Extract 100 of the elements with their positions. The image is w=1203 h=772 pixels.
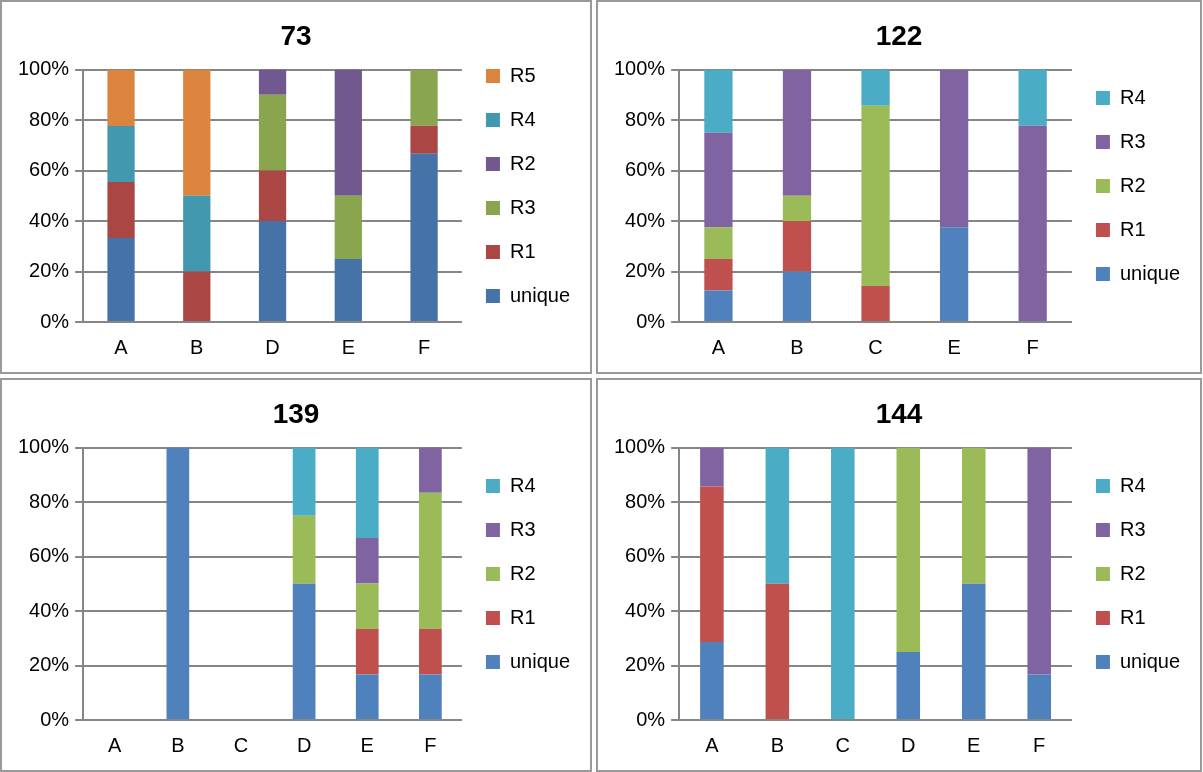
y-tick-label: 0% (40, 707, 70, 730)
bar (831, 447, 855, 719)
bar (1027, 447, 1051, 675)
y-tick-label: 80% (625, 107, 666, 130)
legend-label: R1 (1119, 217, 1146, 240)
bar (700, 642, 724, 719)
x-tick-label: D (265, 335, 280, 358)
legend-label: R2 (509, 561, 536, 584)
bar (700, 447, 724, 487)
x-tick-label: D (296, 733, 312, 756)
x-tick-label: E (341, 335, 355, 358)
bar (961, 447, 986, 584)
bar (258, 69, 287, 95)
y-tick-label: 40% (625, 208, 666, 231)
bar (704, 69, 733, 133)
chart-title: 73 (280, 19, 312, 51)
y-tick-label: 100% (18, 57, 70, 80)
y-tick-label: 0% (636, 309, 666, 332)
x-tick-label: F (1033, 733, 1046, 756)
x-tick-label: C (835, 733, 851, 756)
legend-label: unique (509, 649, 570, 672)
legend-label: R3 (509, 195, 536, 218)
bar (334, 195, 362, 259)
bar (258, 94, 287, 171)
bar (258, 170, 287, 222)
y-tick-label: 60% (625, 544, 666, 567)
bar (896, 447, 921, 652)
legend-label: R1 (1119, 605, 1146, 628)
bar (183, 69, 211, 196)
x-tick-label: A (711, 335, 726, 358)
bar (334, 258, 362, 321)
bar (183, 271, 211, 321)
bar (782, 271, 812, 321)
x-tick-label: A (114, 335, 129, 358)
x-tick-label: E (360, 733, 374, 756)
legend-label: R5 (509, 63, 536, 86)
y-tick-label: 60% (29, 544, 70, 567)
x-tick-label: B (171, 733, 185, 756)
bar (334, 69, 362, 196)
bar (765, 447, 790, 584)
bar (107, 69, 135, 126)
bar (419, 629, 442, 675)
bar (704, 258, 733, 291)
y-tick-label: 20% (625, 259, 666, 282)
x-tick-label: E (947, 335, 961, 358)
bar (410, 125, 438, 154)
chart-title: 122 (875, 19, 923, 51)
y-tick-label: 100% (614, 57, 666, 80)
bar (1018, 69, 1047, 126)
legend-label: R1 (509, 605, 536, 628)
bar (782, 195, 812, 222)
y-tick-label: 100% (614, 435, 666, 458)
bar (419, 674, 442, 719)
x-tick-label: F (1026, 335, 1039, 358)
chart-title: 144 (875, 397, 923, 429)
legend-label: unique (509, 283, 570, 306)
bar (896, 651, 921, 719)
bar (782, 221, 812, 272)
x-tick-label: F (424, 733, 437, 756)
x-tick-label: F (417, 335, 431, 358)
bar (355, 538, 379, 584)
bar (861, 69, 890, 106)
bar (939, 227, 969, 321)
bar (782, 69, 812, 196)
bar (107, 181, 135, 238)
bar (1018, 125, 1047, 321)
bar (704, 227, 733, 259)
x-tick-label: B (190, 335, 204, 358)
x-tick-label: C (233, 733, 249, 756)
bar (355, 583, 379, 630)
legend-label: R2 (1119, 173, 1146, 196)
legend-label: unique (1119, 261, 1180, 284)
x-tick-label: B (790, 335, 804, 358)
y-tick-label: 80% (29, 107, 70, 130)
bar (292, 583, 316, 719)
bar (410, 69, 438, 126)
bar (861, 105, 890, 286)
bar (704, 132, 733, 228)
y-tick-label: 0% (40, 309, 70, 332)
y-tick-label: 20% (29, 259, 70, 282)
y-tick-label: 100% (18, 435, 70, 458)
legend-label: R1 (509, 239, 536, 262)
bar (258, 221, 287, 321)
x-tick-label: A (705, 733, 720, 756)
bar (107, 237, 135, 321)
y-tick-label: 20% (625, 653, 666, 676)
bar (419, 447, 442, 493)
legend-label: unique (1119, 649, 1180, 672)
bar (939, 69, 969, 228)
y-tick-label: 40% (29, 208, 70, 231)
legend-label: R2 (509, 151, 536, 174)
legend-label: R2 (1119, 561, 1146, 584)
bar (1027, 674, 1051, 719)
bar (107, 125, 135, 182)
x-tick-label: B (770, 733, 785, 756)
bar (419, 492, 442, 630)
y-tick-label: 0% (636, 707, 666, 730)
y-tick-label: 40% (625, 598, 666, 621)
bar (765, 583, 790, 719)
y-tick-label: 20% (29, 653, 70, 676)
